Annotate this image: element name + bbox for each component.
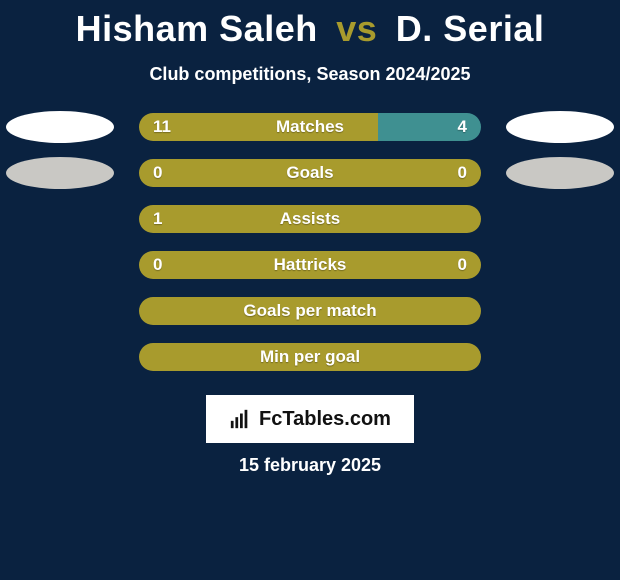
stat-row: Goals per match	[0, 295, 620, 341]
brand-box: FcTables.com	[206, 395, 414, 443]
stat-row: Goals00	[0, 157, 620, 203]
stat-row: Hattricks00	[0, 249, 620, 295]
date-text: 15 february 2025	[0, 455, 620, 476]
stat-bar: Assists1	[139, 205, 481, 233]
stat-bar: Matches114	[139, 113, 481, 141]
bar-segment-left	[139, 205, 481, 233]
stat-bar: Hattricks00	[139, 251, 481, 279]
stat-rows: Matches114 Goals00 Assists1 Hattricks00 Goal…	[0, 111, 620, 387]
bar-segment-left	[139, 251, 481, 279]
bar-segment-left	[139, 159, 481, 187]
subtitle: Club competitions, Season 2024/2025	[0, 64, 620, 85]
club-badge-left	[6, 111, 114, 143]
stat-row: Assists1	[0, 203, 620, 249]
headline: Hisham Saleh vs D. Serial	[0, 8, 620, 50]
chart-icon	[229, 408, 251, 430]
comparison-infographic: Hisham Saleh vs D. Serial Club competiti…	[0, 0, 620, 476]
vs-text: vs	[336, 8, 377, 49]
bar-segment-left	[139, 297, 481, 325]
stat-row: Min per goal	[0, 341, 620, 387]
bar-segment-right	[378, 113, 481, 141]
bar-segment-left	[139, 113, 378, 141]
club-badge-right	[506, 157, 614, 189]
player2-name: D. Serial	[396, 8, 545, 49]
stat-row: Matches114	[0, 111, 620, 157]
stat-bar: Goals per match	[139, 297, 481, 325]
brand-text: FcTables.com	[259, 408, 391, 431]
club-badge-left	[6, 157, 114, 189]
bar-segment-left	[139, 343, 481, 371]
stat-bar: Min per goal	[139, 343, 481, 371]
club-badge-right	[506, 111, 614, 143]
player1-name: Hisham Saleh	[76, 8, 318, 49]
stat-bar: Goals00	[139, 159, 481, 187]
